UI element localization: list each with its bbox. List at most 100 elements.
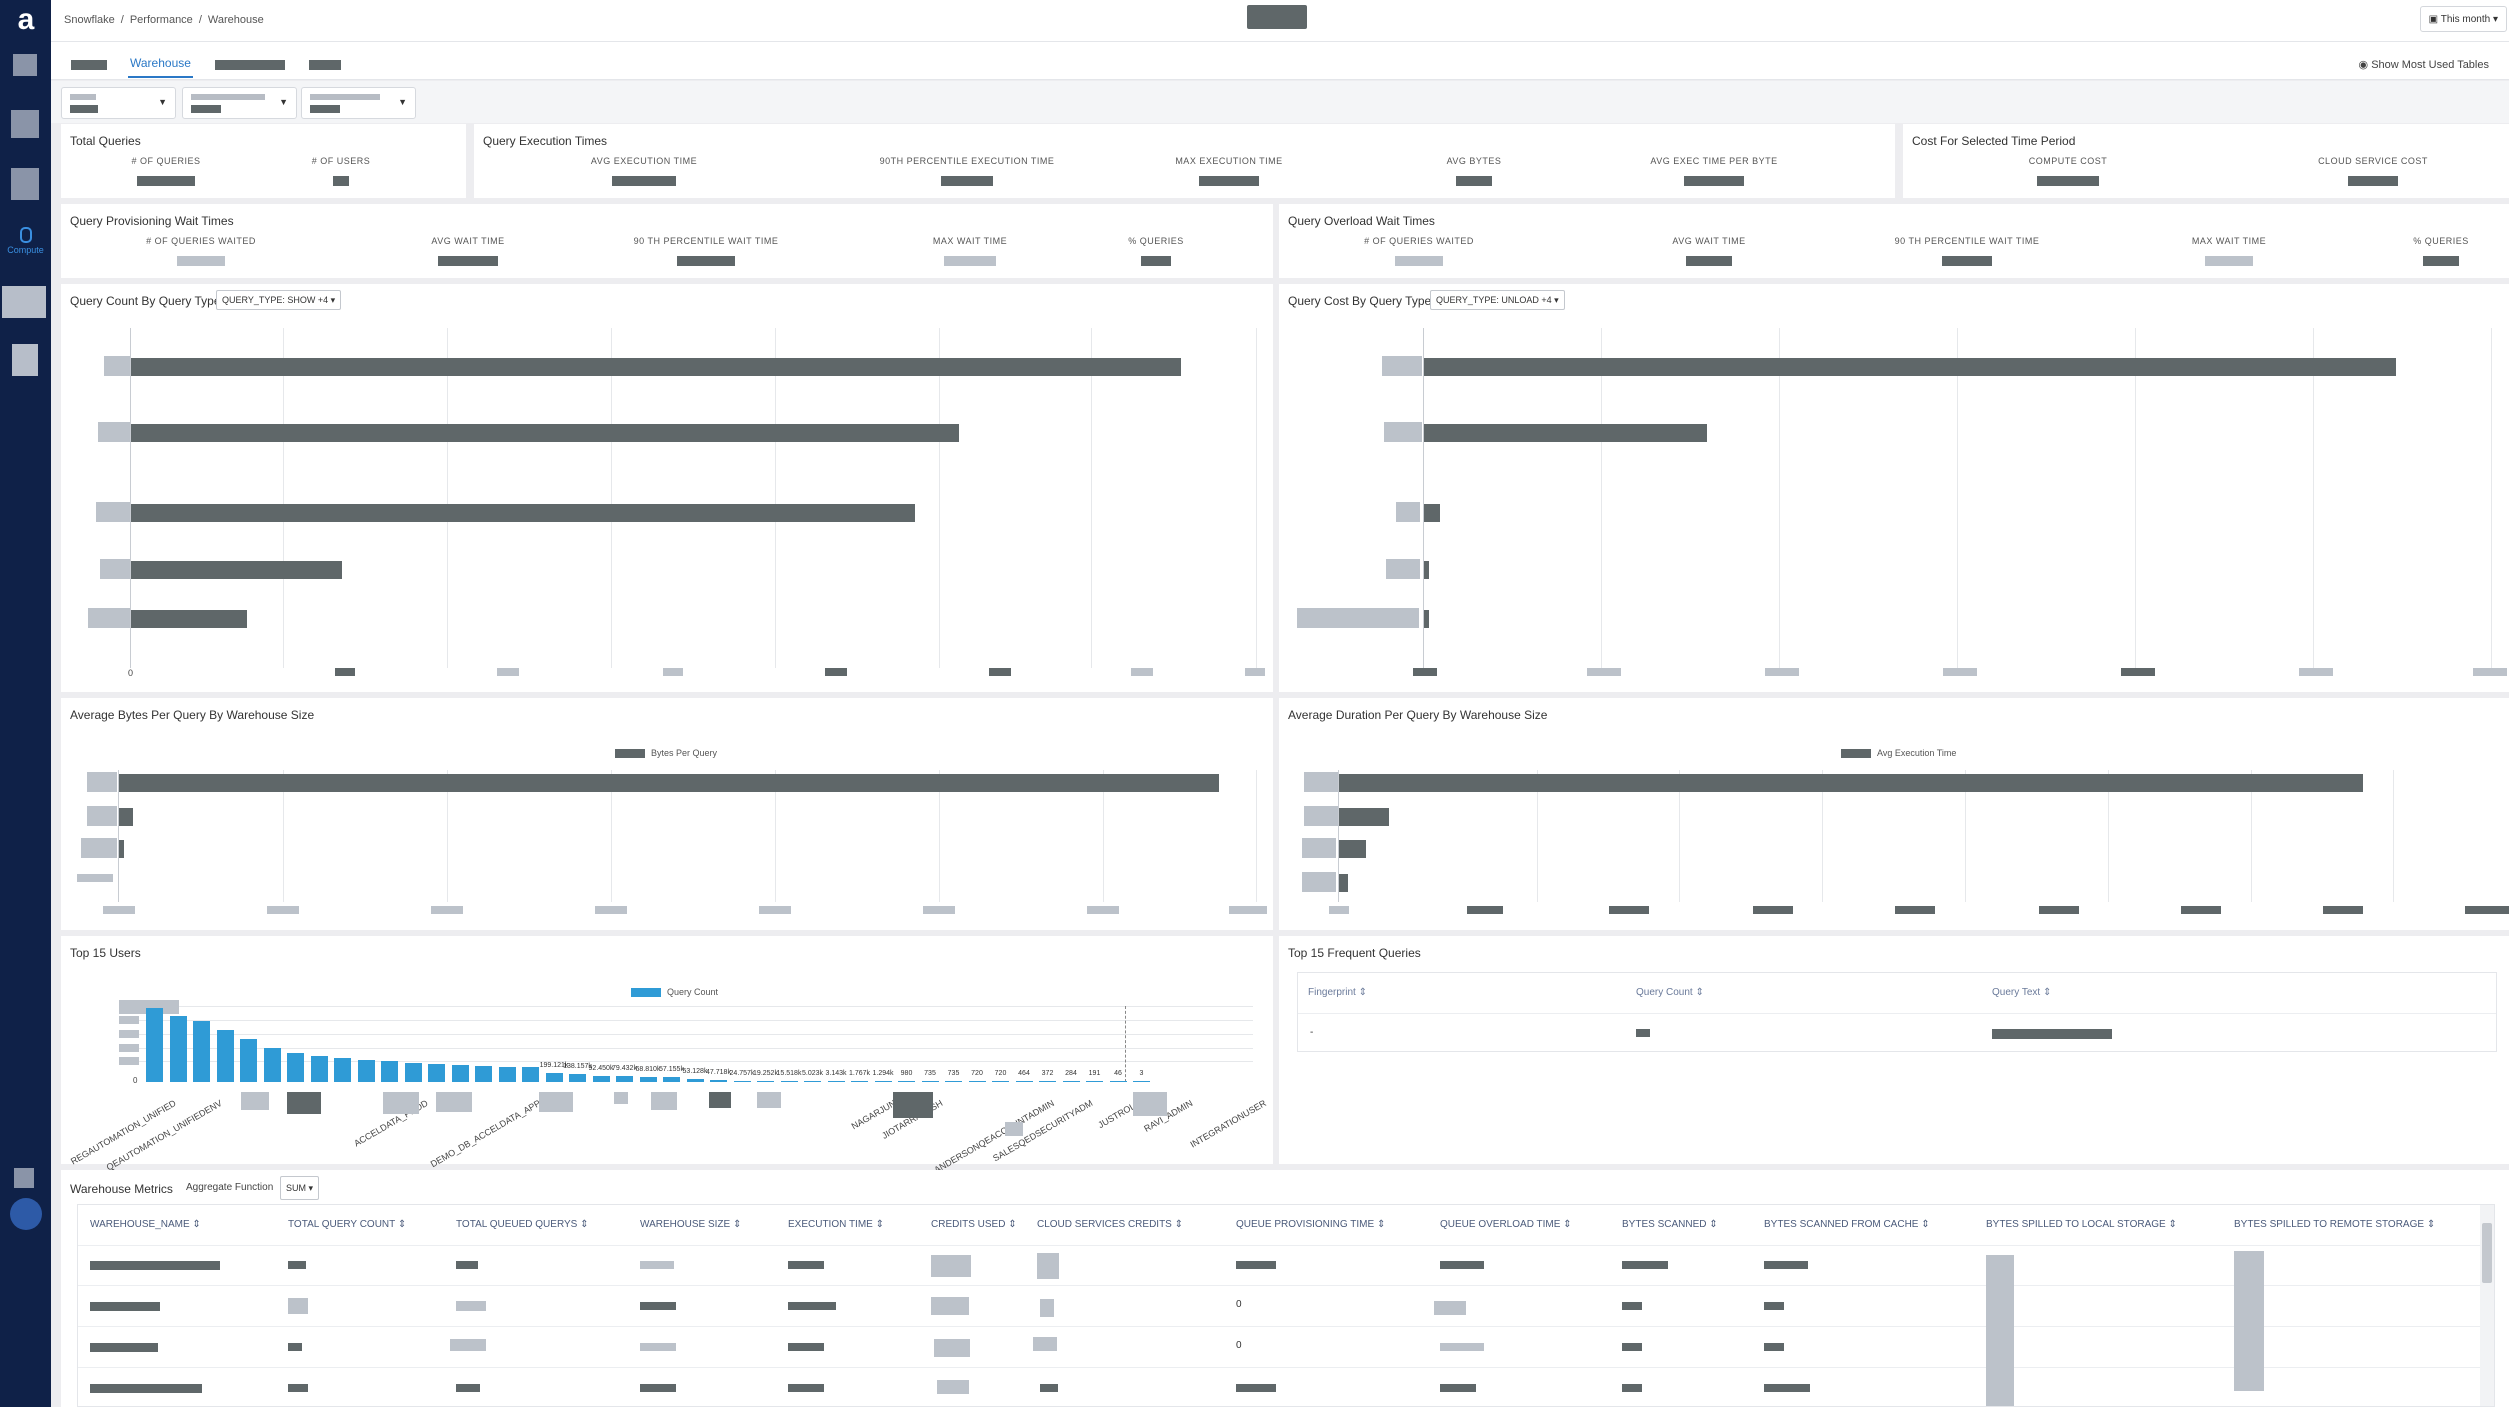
user-query-count-bar[interactable]: [357, 1059, 375, 1082]
breadcrumb-item[interactable]: Snowflake: [64, 14, 115, 26]
user-avatar[interactable]: [10, 1198, 42, 1230]
user-query-count-bar[interactable]: [475, 1065, 492, 1082]
user-query-count-bar[interactable]: [216, 1029, 234, 1082]
chart-legend[interactable]: Query Count: [631, 987, 718, 998]
bar-avg-execution-time[interactable]: [1339, 874, 1348, 892]
chart-legend[interactable]: Bytes Per Query: [615, 748, 717, 759]
chart-legend[interactable]: Avg Execution Time: [1841, 748, 1956, 759]
column-header[interactable]: TOTAL QUERY COUNT ⇕: [288, 1219, 407, 1230]
user-query-count-bar[interactable]: [240, 1039, 257, 1082]
user-query-count-bar[interactable]: [616, 1076, 633, 1082]
bar-query-count[interactable]: [131, 424, 959, 442]
bar-query-cost[interactable]: [1424, 561, 1429, 579]
column-header[interactable]: BYTES SCANNED ⇕: [1622, 1219, 1718, 1230]
user-query-count-bar[interactable]: [686, 1079, 704, 1082]
bar-query-count[interactable]: [131, 610, 247, 628]
bar-query-cost[interactable]: [1424, 424, 1707, 442]
user-query-count-bar[interactable]: [1133, 1081, 1150, 1082]
nav-compute[interactable]: Compute: [0, 225, 51, 265]
user-query-count-bar[interactable]: [169, 1016, 187, 1082]
tab-item[interactable]: [71, 60, 107, 70]
nav-icon[interactable]: [12, 344, 38, 376]
bar-avg-execution-time[interactable]: [1339, 840, 1366, 858]
column-header[interactable]: CLOUD SERVICES CREDITS ⇕: [1037, 1219, 1184, 1230]
user-query-count-bar[interactable]: [428, 1064, 445, 1082]
top-action-button[interactable]: [1247, 5, 1307, 29]
user-query-count-bar[interactable]: [1109, 1081, 1127, 1082]
user-query-count-bar[interactable]: [1062, 1081, 1080, 1082]
user-query-count-bar[interactable]: [1039, 1081, 1056, 1082]
user-query-count-bar[interactable]: [780, 1081, 798, 1082]
column-header-fingerprint[interactable]: Fingerprint ⇕: [1308, 987, 1367, 998]
column-header[interactable]: BYTES SPILLED TO LOCAL STORAGE ⇕: [1986, 1219, 2177, 1230]
user-query-count-bar[interactable]: [146, 1008, 163, 1082]
bar-avg-execution-time[interactable]: [1339, 774, 2363, 792]
user-query-count-bar[interactable]: [968, 1081, 986, 1082]
user-query-count-bar[interactable]: [804, 1081, 821, 1082]
bar-query-cost[interactable]: [1424, 358, 2396, 376]
app-logo[interactable]: a: [17, 3, 35, 36]
user-query-count-bar[interactable]: [851, 1081, 868, 1082]
breadcrumb-item[interactable]: Performance: [129, 14, 193, 26]
bar-query-cost[interactable]: [1424, 610, 1429, 628]
bar-query-count[interactable]: [131, 504, 915, 522]
column-header[interactable]: BYTES SPILLED TO REMOTE STORAGE ⇕: [2234, 1219, 2436, 1230]
user-query-count-bar[interactable]: [992, 1081, 1009, 1082]
column-header[interactable]: EXECUTION TIME ⇕: [788, 1219, 884, 1230]
user-query-count-bar[interactable]: [757, 1081, 774, 1082]
nav-icon[interactable]: [13, 54, 37, 76]
user-query-count-bar[interactable]: [287, 1053, 304, 1082]
query-text-cell[interactable]: [1992, 1029, 2112, 1039]
user-query-count-bar[interactable]: [874, 1081, 892, 1082]
nav-icon[interactable]: [11, 168, 39, 200]
user-query-count-bar[interactable]: [522, 1067, 539, 1082]
user-query-count-bar[interactable]: [263, 1048, 281, 1082]
tab-warehouse[interactable]: Warehouse: [128, 56, 193, 78]
column-header[interactable]: WAREHOUSE SIZE ⇕: [640, 1219, 742, 1230]
query-type-dropdown[interactable]: QUERY_TYPE: SHOW +4 ▾: [216, 290, 342, 310]
user-query-count-bar[interactable]: [1086, 1081, 1103, 1082]
bar-query-count[interactable]: [131, 561, 342, 579]
user-query-count-bar[interactable]: [545, 1072, 563, 1082]
filter-dropdown[interactable]: ▼: [182, 87, 297, 119]
user-query-count-bar[interactable]: [498, 1066, 516, 1082]
user-query-count-bar[interactable]: [921, 1081, 939, 1082]
user-query-count-bar[interactable]: [733, 1080, 751, 1082]
bar-avg-execution-time[interactable]: [1339, 808, 1389, 826]
column-header[interactable]: TOTAL QUEUED QUERYS ⇕: [456, 1219, 589, 1230]
user-query-count-bar[interactable]: [569, 1074, 586, 1082]
filter-dropdown[interactable]: ▼: [301, 87, 416, 119]
user-query-count-bar[interactable]: [334, 1057, 351, 1082]
user-query-count-bar[interactable]: [451, 1065, 469, 1082]
query-type-dropdown[interactable]: QUERY_TYPE: UNLOAD +4 ▾: [1430, 290, 1565, 310]
user-query-count-bar[interactable]: [592, 1075, 610, 1082]
show-most-used-tables-link[interactable]: ◉ Show Most Used Tables: [2358, 59, 2489, 71]
user-query-count-bar[interactable]: [945, 1081, 962, 1082]
tab-item[interactable]: [309, 60, 341, 70]
bar-bytes-per-query[interactable]: [119, 774, 1219, 792]
date-range-picker[interactable]: ▣ This month ▾: [2419, 6, 2507, 32]
tab-item[interactable]: [215, 60, 285, 70]
vertical-scrollbar[interactable]: [2480, 1205, 2494, 1406]
nav-icon[interactable]: [11, 110, 39, 138]
bar-bytes-per-query[interactable]: [119, 808, 133, 826]
user-query-count-bar[interactable]: [710, 1080, 727, 1082]
bar-bytes-per-query[interactable]: [119, 840, 124, 858]
bar-query-count[interactable]: [131, 358, 1181, 376]
user-query-count-bar[interactable]: [404, 1062, 422, 1082]
nav-icon[interactable]: [14, 1168, 34, 1188]
column-header[interactable]: QUEUE PROVISIONING TIME ⇕: [1236, 1219, 1386, 1230]
column-header[interactable]: CREDITS USED ⇕: [931, 1219, 1017, 1230]
filter-dropdown[interactable]: ▼: [61, 87, 176, 119]
user-query-count-bar[interactable]: [1015, 1081, 1033, 1082]
user-query-count-bar[interactable]: [663, 1077, 680, 1082]
column-header-query-text[interactable]: Query Text ⇕: [1992, 987, 2052, 998]
bar-query-cost[interactable]: [1424, 504, 1440, 522]
scrollbar-thumb[interactable]: [2482, 1223, 2492, 1283]
user-query-count-bar[interactable]: [639, 1076, 657, 1082]
nav-icon[interactable]: [2, 286, 46, 318]
column-header[interactable]: BYTES SCANNED FROM CACHE ⇕: [1764, 1219, 1930, 1230]
user-query-count-bar[interactable]: [193, 1020, 210, 1082]
aggregate-function-select[interactable]: SUM ▾: [280, 1176, 320, 1200]
column-header[interactable]: WAREHOUSE_NAME ⇕: [90, 1219, 201, 1230]
